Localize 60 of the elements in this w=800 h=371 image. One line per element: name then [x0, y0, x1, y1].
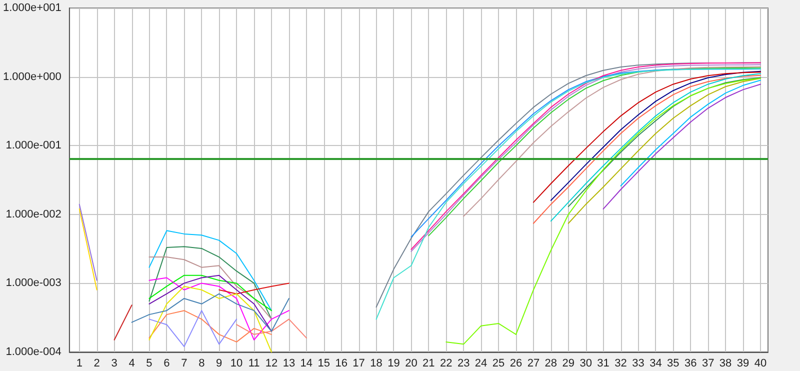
x-tick-label: 33: [632, 358, 644, 370]
x-tick-label: 28: [544, 358, 558, 370]
x-tick-label: 9: [216, 358, 222, 370]
x-tick-label: 31: [597, 358, 610, 370]
x-tick-label: 1: [76, 358, 82, 370]
x-tick-label: 36: [684, 358, 697, 370]
x-tick-label: 10: [230, 358, 243, 370]
x-tick-label: 39: [736, 358, 750, 370]
x-tick-label: 22: [440, 358, 452, 370]
y-tick-label: 1.000e-002: [6, 208, 62, 220]
x-tick-label: 19: [388, 358, 400, 370]
x-tick-label: 34: [650, 358, 662, 370]
x-tick-label: 24: [474, 358, 488, 370]
x-tick-label: 38: [719, 358, 732, 370]
x-tick-label: 16: [335, 358, 348, 370]
x-tick-label: 5: [146, 358, 152, 370]
x-tick-label: 8: [198, 358, 205, 370]
x-tick-label: 26: [510, 358, 522, 370]
x-tick-label: 12: [265, 358, 278, 370]
x-tick-label: 32: [614, 358, 627, 370]
y-tick-label: 1.000e-004: [6, 346, 62, 358]
line-series: [218, 282, 290, 294]
line-series: [148, 286, 272, 352]
x-tick-label: 37: [702, 358, 714, 370]
line-series: [148, 274, 272, 312]
line-series: [446, 78, 761, 345]
line-series: [236, 318, 307, 338]
x-tick-label: 25: [492, 358, 505, 370]
x-tick-label: 15: [318, 358, 330, 370]
y-tick-label: 1.000e-001: [6, 140, 62, 152]
x-tick-label: 6: [164, 358, 170, 370]
line-series: [148, 310, 272, 342]
x-tick-label: 3: [111, 358, 118, 370]
x-tick-label: 7: [181, 358, 188, 370]
x-tick-label: 30: [580, 358, 592, 370]
x-tick-label: 14: [300, 358, 313, 370]
line-series: [620, 80, 761, 186]
x-tick-label: 13: [282, 358, 296, 370]
x-tick-label: 23: [457, 358, 470, 370]
line-series: [463, 66, 761, 217]
line-series: [602, 84, 761, 210]
x-tick-label: 17: [352, 358, 365, 370]
x-tick-label: 11: [248, 358, 260, 370]
line-series: [148, 277, 290, 340]
x-tick-label: 40: [754, 358, 767, 370]
x-tick-label: 2: [94, 358, 100, 370]
x-tick-label: 35: [667, 358, 680, 370]
x-tick-label: 29: [562, 358, 575, 370]
y-tick-label: 1.000e-003: [6, 277, 62, 290]
x-tick-label: 20: [405, 358, 418, 370]
line-series: [148, 274, 272, 332]
y-tick-label: 1.000e+000: [3, 70, 62, 83]
x-tick-label: 4: [128, 358, 135, 370]
x-tick-label: 27: [527, 358, 540, 370]
line-series: [148, 310, 238, 348]
x-tick-label: 21: [422, 358, 435, 370]
line-series: [131, 293, 290, 332]
x-tick-label: 18: [370, 358, 382, 370]
y-tick-label: 1.000e+001: [3, 2, 62, 14]
line-series: [148, 230, 272, 312]
